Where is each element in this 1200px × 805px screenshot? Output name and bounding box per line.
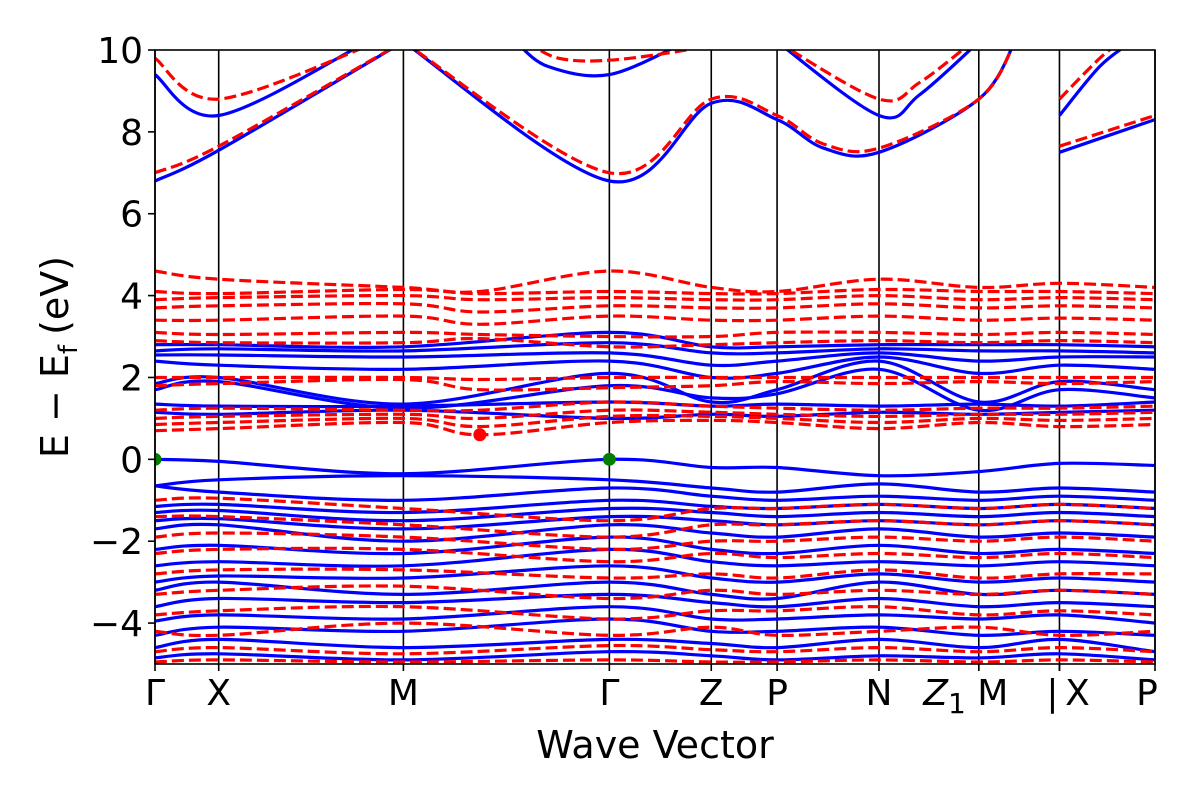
x-tick-label: Γ: [599, 673, 619, 714]
band-line-solid: [155, 400, 1155, 409]
band-line-dashed: [155, 287, 1155, 296]
band-line-dashed: [155, 314, 1155, 326]
band-line-dashed: [155, 658, 1155, 664]
band-line-dashed: [155, 330, 1155, 339]
band-line-dashed: [155, 514, 1155, 539]
y-tick-label: 2: [120, 358, 143, 399]
x-tick-label: X: [1065, 673, 1090, 714]
band-line-dashed: [787, 50, 965, 103]
x-tick-label: M: [388, 673, 419, 714]
x-tick-label: M: [977, 673, 1008, 714]
band-line-solid: [412, 50, 1013, 184]
band-line-dashed: [536, 50, 694, 63]
band-line-solid: [155, 605, 1155, 625]
band-line-solid: [155, 564, 1155, 584]
band-line-solid: [155, 506, 1155, 523]
y-tick-label: −2: [90, 522, 143, 563]
x-tick-label: |: [1046, 673, 1058, 714]
band-line-dashed: [155, 301, 1155, 314]
band-line-dashed: [155, 408, 1155, 421]
y-tick-label: 8: [120, 113, 143, 154]
x-axis-title: Wave Vector: [536, 723, 774, 767]
band-line-dashed: [155, 413, 1155, 429]
band-line-solid: [155, 650, 1155, 662]
y-tick-label: −4: [90, 604, 143, 645]
band-line-dashed: [155, 496, 1155, 523]
band-edge-marker: [602, 452, 616, 466]
y-tick-label: 4: [120, 277, 143, 318]
band-line-dashed: [155, 293, 1155, 302]
band-line-dashed: [1059, 113, 1155, 148]
band-edge-marker: [473, 428, 487, 442]
x-tick-label: X: [206, 673, 231, 714]
y-axis-title-subscript: f: [54, 344, 84, 354]
band-lines: [155, 50, 1155, 664]
y-tick-label: 0: [120, 440, 143, 481]
band-line-dashed: [1058, 50, 1113, 101]
y-axis-title-unit: (eV): [33, 256, 77, 335]
band-line-solid: [1058, 118, 1155, 154]
band-edge-marker: [155, 452, 162, 466]
band-line-solid: [155, 351, 1155, 368]
band-line-solid: [155, 592, 1155, 609]
band-line-dashed: [155, 375, 1155, 382]
band-line-solid: [155, 535, 1155, 556]
band-line-solid: [155, 359, 1155, 406]
band-line-dashed: [412, 50, 1013, 176]
y-tick-label: 6: [120, 195, 143, 236]
band-line-dashed: [155, 400, 1155, 413]
band-edge-markers: [155, 428, 616, 466]
band-line-dashed: [155, 418, 1155, 437]
band-line-dashed: [155, 621, 1155, 638]
band-line-dashed: [155, 50, 362, 101]
band-line-solid: [155, 484, 1155, 502]
band-line-solid: [155, 617, 1155, 637]
band-line-dashed: [155, 643, 1155, 656]
band-line-solid: [155, 330, 1155, 350]
x-tick-label: Z1: [922, 673, 966, 720]
x-axis: Γ X M Γ Z P N Z1 M | X P: [145, 664, 1158, 720]
band-line-dashed: [155, 584, 1155, 601]
band-line-solid: [155, 637, 1155, 654]
x-tick-label: P: [766, 673, 788, 714]
band-line-solid: [1058, 50, 1123, 117]
band-line-dashed: [155, 50, 393, 175]
y-axis: −4 −2 0 2 4 6 8 10: [90, 31, 155, 645]
band-line-dashed: [155, 336, 1155, 349]
y-axis-title-main: E − E: [33, 354, 77, 458]
band-line-solid: [155, 50, 356, 118]
x-tick-label: N: [866, 673, 893, 714]
x-tick-label: Z: [699, 673, 724, 714]
band-line-dashed: [155, 546, 1155, 564]
band-line-solid: [155, 547, 1155, 568]
x-tick-label: Γ: [145, 673, 165, 714]
band-line-dashed: [155, 377, 1155, 392]
plot-frame: [154, 49, 1156, 665]
band-line-solid: [155, 341, 1155, 356]
band-line-dashed: [155, 531, 1155, 552]
band-line-solid: [155, 457, 1155, 478]
band-line-solid: [522, 50, 673, 78]
band-line-dashed: [155, 604, 1155, 621]
band-line-solid: [155, 474, 1155, 494]
y-axis-title: E − Ef (eV): [33, 256, 84, 458]
band-line-dashed: [155, 567, 1155, 580]
x-tick-label: P: [1136, 673, 1158, 714]
y-tick-label: 10: [97, 31, 143, 72]
band-line-solid: [785, 50, 973, 120]
band-line-dashed: [155, 269, 1155, 294]
